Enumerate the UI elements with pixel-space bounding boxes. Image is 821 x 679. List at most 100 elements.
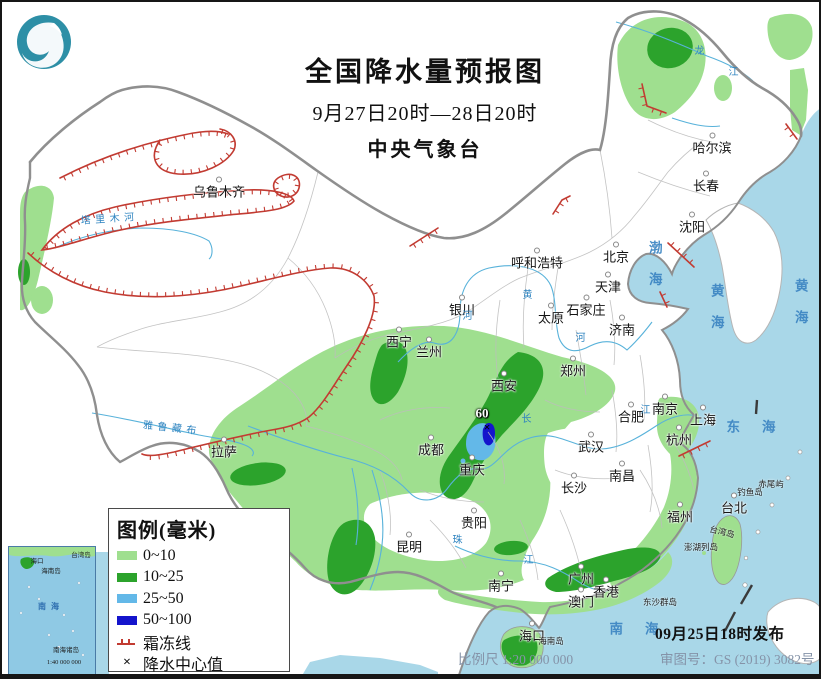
inset-label: 南海诸岛 — [53, 647, 79, 655]
frost-tick — [142, 145, 145, 150]
frost-tick — [642, 103, 647, 107]
city-label-text: 乌鲁木齐 — [192, 184, 246, 200]
city-label-text: 哈尔滨 — [692, 140, 732, 156]
city-label: 太原 — [538, 302, 564, 325]
frost-tick — [286, 200, 290, 206]
frost-tick — [231, 283, 234, 288]
river-label: 塔 里 木 河 — [80, 212, 135, 227]
city-label-text: 南昌 — [608, 468, 636, 484]
city-marker-icon — [528, 620, 535, 627]
frost-tick — [689, 450, 693, 455]
frost-tick — [565, 197, 569, 203]
island-label: 钓鱼岛 — [737, 488, 763, 497]
frost-tick — [274, 187, 279, 191]
river-label: 龙 — [695, 47, 706, 57]
frost-tick — [697, 446, 701, 452]
korea-landmass — [705, 202, 783, 344]
city-marker-icon — [604, 271, 611, 278]
city-label-text: 上海 — [689, 412, 717, 428]
frost-tick — [179, 215, 181, 221]
frost-tick — [223, 133, 227, 138]
frost-tick — [128, 223, 131, 229]
city-label-text: 昆明 — [395, 539, 423, 555]
city-marker-icon — [676, 501, 683, 508]
frost-tick — [154, 157, 160, 161]
city-label-text: 台北 — [720, 500, 748, 516]
island-dashes — [723, 399, 759, 632]
frost-tick — [46, 244, 49, 250]
city-label-text: 长春 — [692, 178, 720, 194]
inset-label: 南海 — [38, 603, 64, 611]
frost-tick — [241, 435, 244, 441]
frost-tick — [50, 266, 55, 272]
frost-tick — [340, 264, 343, 269]
city-marker-icon — [500, 370, 507, 377]
city-marker-icon — [220, 436, 227, 443]
city-label: 杭州 — [666, 424, 692, 447]
city-marker-icon — [661, 393, 668, 400]
legend-color-chip — [117, 594, 137, 604]
river-label-text: 龙 — [694, 46, 706, 57]
frost-tick — [356, 270, 361, 276]
legend-item-label: 降水中心值 — [143, 657, 224, 675]
frost-tick — [784, 126, 789, 131]
city-label-text: 香港 — [592, 584, 620, 600]
city-marker-icon — [470, 507, 477, 514]
river-label: 河 — [463, 312, 474, 322]
frost-tick — [220, 129, 224, 135]
inset-label-text: 海南岛 — [41, 567, 61, 575]
inset-canvas — [9, 547, 95, 674]
frost-tick — [665, 300, 670, 304]
legend-item: 霜冻线 — [117, 631, 281, 653]
frost-tick — [215, 286, 217, 292]
legend-item-label: 0~10 — [143, 546, 176, 564]
frost-tick — [170, 216, 173, 222]
frost-tick — [204, 212, 207, 218]
south-china-sea-inset: 海口 海南岛 台湾岛 南海 南海诸岛 1:40 000 000 — [8, 546, 96, 675]
frost-tick — [103, 229, 106, 234]
frost-tick — [198, 289, 201, 294]
legend-color-chip — [117, 572, 137, 582]
island-label-text: 台湾岛 — [708, 523, 736, 540]
city-label: 贵阳 — [461, 507, 487, 530]
frost-tick — [145, 220, 148, 226]
frost-tick — [281, 271, 284, 277]
frost-tick — [174, 169, 176, 174]
city-label: 南宁 — [488, 570, 514, 593]
frost-tick — [70, 172, 74, 177]
frost-tick — [306, 266, 309, 271]
city-label: 天津 — [595, 271, 621, 294]
frost-tick — [279, 203, 283, 209]
river-label: 雅 鲁 藏 布 — [142, 420, 198, 437]
frost-tick — [223, 284, 226, 290]
island-label: 东沙群岛 — [643, 598, 677, 607]
river-label-text: 雅 鲁 藏 布 — [142, 420, 198, 437]
sea-v-label: 黄海 — [792, 278, 808, 342]
city-label-text: 西宁 — [385, 334, 413, 350]
city-label-text: 广州 — [567, 571, 595, 587]
city-label-text: 呼和浩特 — [510, 255, 564, 271]
city-label: 广州 — [567, 563, 595, 587]
frost-tick — [789, 133, 794, 138]
city-marker-icon — [730, 492, 737, 499]
frost-tick — [412, 243, 417, 248]
island-label-text: 东沙群岛 — [642, 596, 678, 607]
frost-tick — [105, 287, 108, 293]
city-marker-icon — [533, 247, 540, 254]
legend-item: 50~100 — [117, 610, 281, 632]
frost-tick — [342, 371, 348, 375]
frost-tick — [280, 175, 284, 181]
legend-item-label: 10~25 — [143, 568, 184, 586]
inset-labels-layer: 海口 海南岛 台湾岛 南海 南海诸岛 1:40 000 000 — [9, 547, 95, 674]
city-label: 重庆 — [459, 454, 485, 477]
river-label-text: 黄 — [522, 290, 534, 301]
frost-tick — [208, 443, 211, 449]
city-marker-icon — [582, 294, 589, 301]
forecast-period: 9月27日20时—28日20时 — [312, 103, 538, 125]
legend-color-chip — [117, 615, 137, 625]
frost-tick — [249, 434, 252, 439]
sea-v-label-text: 黄海 — [792, 278, 808, 342]
city-marker-icon — [675, 424, 682, 431]
city-label: 海口 — [519, 620, 545, 643]
